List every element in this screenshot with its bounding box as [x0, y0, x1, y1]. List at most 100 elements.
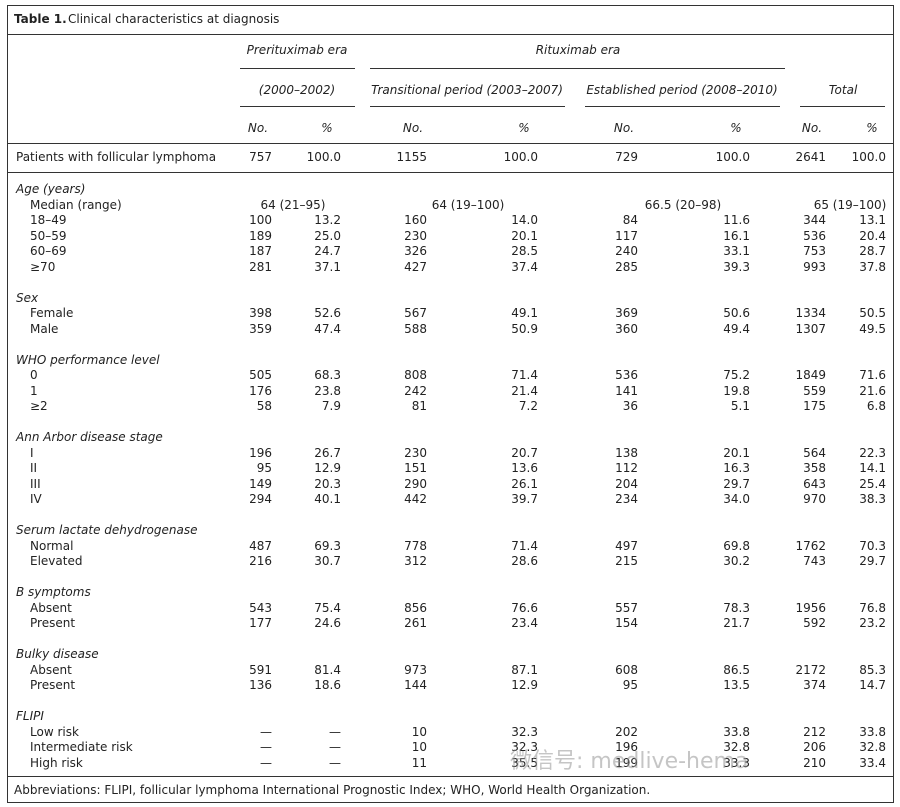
cell: 71.4	[511, 368, 538, 382]
row-label: Low risk	[30, 724, 79, 739]
row-label: High risk	[30, 755, 83, 770]
cell: 85.3	[859, 662, 886, 677]
cell: 25.0	[314, 228, 341, 243]
cell: 536	[803, 228, 826, 243]
cell: 557	[615, 600, 638, 615]
period-header: (2000–2002)	[258, 83, 336, 97]
row-label: 0	[30, 368, 38, 382]
footnote: Abbreviations: FLIPI, follicular lymphom…	[14, 783, 651, 797]
cell: 32.8	[723, 740, 750, 754]
cell: 312	[404, 554, 427, 568]
row-label: Intermediate risk	[30, 740, 133, 754]
cell: 729	[615, 150, 638, 164]
cell: 591	[249, 662, 272, 677]
cell: 38.3	[859, 492, 886, 506]
cell: 187	[249, 244, 272, 258]
cell: 16.1	[723, 228, 750, 243]
cell: 71.6	[859, 368, 886, 382]
cell: 22.3	[859, 445, 886, 460]
cell: 36	[622, 399, 638, 413]
row-label: Normal	[30, 538, 74, 553]
row-label: Absent	[30, 662, 72, 677]
cell: 138	[615, 445, 638, 460]
cell: 32.8	[859, 740, 886, 754]
rule	[7, 143, 893, 144]
table-title: Clinical characteristics at diagnosis	[68, 12, 280, 26]
cell: 196	[249, 445, 272, 460]
cell: 497	[615, 538, 638, 553]
cell: 206	[803, 740, 826, 754]
cell: 49.5	[859, 321, 886, 336]
row-label: Elevated	[30, 554, 83, 568]
era-header: Rituximab era	[535, 43, 621, 57]
cell: 20.7	[511, 445, 538, 460]
cell: —	[329, 724, 341, 739]
cell: 20.1	[511, 228, 538, 243]
row-label: II	[30, 461, 38, 475]
cell: 1956	[795, 600, 826, 615]
cell: 487	[249, 538, 272, 553]
cell: 242	[404, 383, 427, 398]
cell: 11.6	[723, 213, 750, 227]
cell: 32.3	[511, 724, 538, 739]
cell: 856	[404, 600, 427, 615]
cell: 294	[249, 492, 272, 506]
cell: 177	[249, 616, 272, 630]
cell: 285	[615, 259, 638, 274]
cell: 358	[803, 461, 826, 475]
cell: 778	[404, 538, 427, 553]
cell: 230	[404, 445, 427, 460]
cell: 505	[249, 368, 272, 382]
cell: 23.2	[859, 616, 886, 630]
cell: 1334	[795, 306, 826, 320]
cell: 40.1	[314, 492, 341, 506]
cell: 993	[803, 259, 826, 274]
section-heading: WHO performance level	[16, 352, 160, 367]
column-header: %	[866, 121, 878, 135]
cell: 199	[615, 755, 638, 770]
cell: 33.8	[859, 724, 886, 739]
cell: 970	[803, 492, 826, 506]
cell: —	[260, 740, 272, 754]
cell: 588	[404, 321, 427, 336]
cell: 37.4	[511, 259, 538, 274]
rule	[800, 106, 885, 107]
cell: 49.1	[511, 306, 538, 320]
cell: 20.4	[859, 228, 886, 243]
cell: 34.0	[723, 492, 750, 506]
cell: —	[260, 724, 272, 739]
cell: 7.9	[321, 399, 341, 413]
cell: 100.0	[503, 150, 538, 164]
cell: 149	[249, 476, 272, 491]
period-header: Total	[828, 83, 858, 97]
column-header: No.	[613, 121, 635, 135]
cell: 39.3	[723, 259, 750, 274]
cell: 86.5	[723, 662, 750, 677]
cell: 973	[404, 662, 427, 677]
cell: 14.0	[511, 213, 538, 227]
rule	[7, 172, 893, 173]
rule	[7, 776, 893, 777]
cell: 100	[249, 213, 272, 227]
cell: 154	[615, 616, 638, 630]
section-heading: Bulky disease	[16, 647, 99, 661]
cell: 24.7	[314, 244, 341, 258]
cell: 359	[249, 321, 272, 336]
section-heading: Age (years)	[16, 182, 86, 196]
cell: 100.0	[715, 150, 750, 164]
cell: 13.5	[723, 678, 750, 692]
rule	[240, 106, 355, 107]
period-header: Transitional period (2003–2007)	[371, 83, 563, 97]
cell: 75.2	[723, 368, 750, 382]
cell: 117	[615, 228, 638, 243]
cell: 87.1	[511, 662, 538, 677]
cell: 30.7	[314, 554, 341, 568]
cell: 20.1	[723, 445, 750, 460]
row-label: ≥70	[30, 259, 56, 274]
cell: 71.4	[511, 538, 538, 553]
cell: 25.4	[859, 476, 886, 491]
cell: 567	[404, 306, 427, 320]
cell: 13.6	[511, 461, 538, 475]
cell: 47.4	[314, 321, 341, 336]
cell: 360	[615, 321, 638, 336]
